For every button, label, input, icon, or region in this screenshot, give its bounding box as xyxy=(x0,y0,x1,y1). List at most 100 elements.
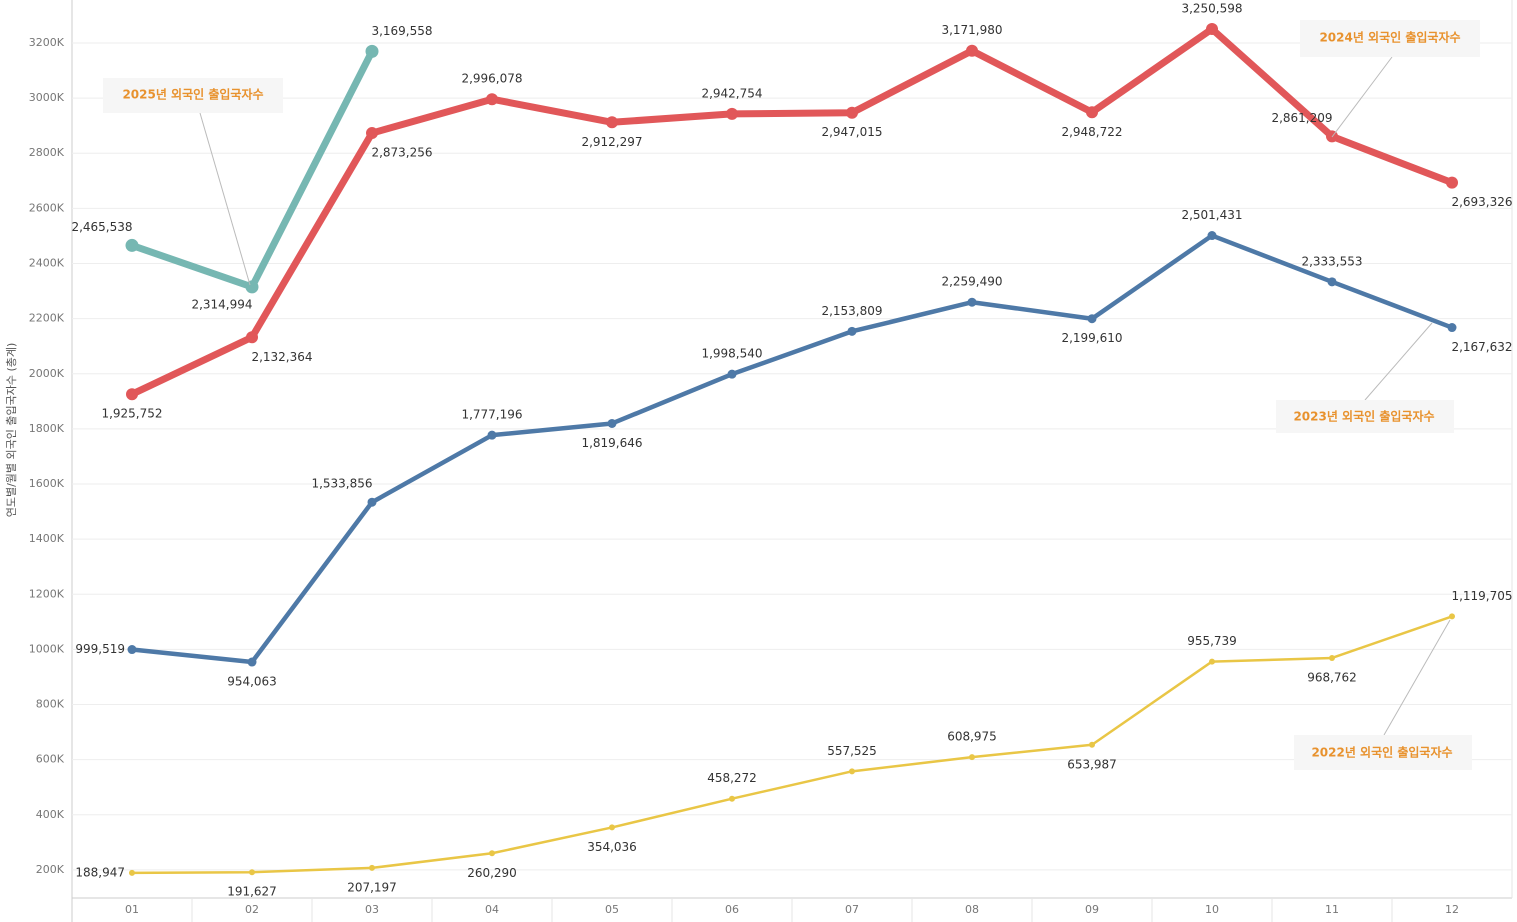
point xyxy=(846,106,858,119)
x-tick-label: 07 xyxy=(845,903,859,916)
x-tick-label: 11 xyxy=(1325,903,1339,916)
y-tick-label: 3000K xyxy=(29,91,65,104)
data-label: 354,036 xyxy=(587,840,637,854)
data-label: 2,199,610 xyxy=(1061,331,1122,345)
y-tick-label: 1600K xyxy=(29,477,65,490)
annotation: 2023년 외국인 출입국자수 xyxy=(1293,409,1434,424)
annotation-box xyxy=(1300,20,1480,57)
annotation: 2022년 외국인 출입국자수 xyxy=(1311,745,1452,760)
point xyxy=(1327,277,1337,287)
point xyxy=(1449,613,1455,620)
point xyxy=(247,657,257,667)
y-tick-label: 600K xyxy=(36,753,65,766)
data-label: 2,947,015 xyxy=(821,125,882,139)
point xyxy=(967,297,977,307)
annotation-line xyxy=(199,112,251,286)
data-label: 2,996,078 xyxy=(461,72,522,86)
x-tick-label: 02 xyxy=(245,903,259,916)
data-label: 2,465,538 xyxy=(71,220,132,234)
point xyxy=(246,331,258,344)
y-tick-label: 2800K xyxy=(29,146,65,159)
point xyxy=(369,864,375,871)
y-tick-label: 2200K xyxy=(29,312,65,325)
data-label: 1,777,196 xyxy=(461,408,522,422)
annotation: 2024년 외국인 출입국자수 xyxy=(1319,30,1460,45)
data-label: 2,132,364 xyxy=(251,350,312,364)
point xyxy=(1086,106,1098,119)
data-label: 207,197 xyxy=(347,880,397,894)
data-label: 999,519 xyxy=(75,642,125,656)
data-label: 1,819,646 xyxy=(581,436,642,450)
point xyxy=(487,430,497,440)
point xyxy=(1209,658,1215,665)
series-line xyxy=(131,615,1453,875)
y-tick-label: 800K xyxy=(36,698,65,711)
point xyxy=(609,824,615,831)
y-tick-label: 1800K xyxy=(29,422,65,435)
y-axis-label: 연도별/월별 외국인 출입국자수 (총계) xyxy=(5,343,18,518)
data-label: 1,998,540 xyxy=(701,347,762,361)
data-label: 3,250,598 xyxy=(1181,2,1242,16)
data-label: 191,627 xyxy=(227,885,277,899)
x-tick-label: 04 xyxy=(485,903,499,916)
point xyxy=(727,369,737,379)
data-label: 1,119,705 xyxy=(1451,589,1512,603)
data-label: 3,169,558 xyxy=(371,24,432,38)
point xyxy=(245,280,259,294)
data-label: 2,167,632 xyxy=(1451,340,1512,354)
y-tick-label: 400K xyxy=(36,808,65,821)
data-label: 2,912,297 xyxy=(581,135,642,149)
point xyxy=(125,238,139,252)
point xyxy=(847,326,857,336)
point xyxy=(849,768,855,775)
annotation-line xyxy=(1383,619,1451,736)
point xyxy=(966,44,978,57)
x-tick-label: 06 xyxy=(725,903,739,916)
y-tick-label: 1400K xyxy=(29,532,65,545)
y-tick-label: 2400K xyxy=(29,257,65,270)
data-label: 2,501,431 xyxy=(1181,208,1242,222)
x-tick-label: 08 xyxy=(965,903,979,916)
y-tick-label: 2000K xyxy=(29,367,65,380)
point xyxy=(367,497,377,507)
data-label: 458,272 xyxy=(707,771,757,785)
point xyxy=(606,116,618,129)
series-line xyxy=(131,233,1453,665)
y-tick-label: 3200K xyxy=(29,36,65,49)
point xyxy=(126,388,138,401)
data-label: 188,947 xyxy=(75,865,125,879)
point xyxy=(249,869,255,876)
point xyxy=(729,795,735,802)
annotations: 2025년 외국인 출입국자수 2024년 외국인 출입국자수 2023년 외국… xyxy=(103,20,1480,770)
point xyxy=(1206,23,1218,36)
data-label: 2,861,209 xyxy=(1271,111,1332,125)
data-label: 968,762 xyxy=(1307,670,1357,684)
data-label: 2,942,754 xyxy=(701,86,762,100)
x-tick-label: 09 xyxy=(1085,903,1099,916)
data-label: 557,525 xyxy=(827,744,877,758)
x-tick-label: 01 xyxy=(125,903,139,916)
annotation: 2025년 외국인 출입국자수 xyxy=(122,87,263,102)
data-label: 608,975 xyxy=(947,730,997,744)
point xyxy=(365,44,379,58)
x-tick-label: 10 xyxy=(1205,903,1219,916)
series-line xyxy=(130,25,1454,398)
x-tick-label: 12 xyxy=(1445,903,1459,916)
point xyxy=(486,93,498,106)
data-label: 653,987 xyxy=(1067,757,1117,771)
data-label: 2,693,326 xyxy=(1451,195,1512,209)
data-label: 2,314,994 xyxy=(191,297,252,311)
point xyxy=(726,107,738,120)
data-label: 1,925,752 xyxy=(101,407,162,421)
data-label: 260,290 xyxy=(467,866,517,880)
data-label: 954,063 xyxy=(227,675,277,689)
data-label: 1,533,856 xyxy=(311,477,372,491)
point xyxy=(1446,176,1458,189)
annotation-line xyxy=(1331,56,1393,138)
point xyxy=(969,754,975,761)
point xyxy=(1329,654,1335,661)
y-tick-label: 1200K xyxy=(29,587,65,600)
data-label: 3,171,980 xyxy=(941,23,1002,37)
point xyxy=(129,869,135,876)
